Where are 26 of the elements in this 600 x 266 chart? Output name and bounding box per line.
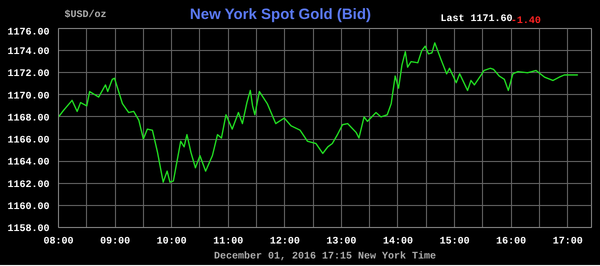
x-tick-label: 14:00 xyxy=(382,236,414,248)
x-tick-label: 17:00 xyxy=(552,236,583,248)
x-tick-label: 16:00 xyxy=(496,236,526,248)
x-tick-label: 13:00 xyxy=(326,236,356,248)
x-tick-label: 15:00 xyxy=(440,236,470,248)
y-axis-title: $USD/oz xyxy=(64,9,106,21)
x-tick-label: 09:00 xyxy=(100,236,130,248)
y-tick-label: 1176.00 xyxy=(7,28,50,38)
y-tick-label: 1174.00 xyxy=(7,47,50,58)
x-axis-title: December 01, 2016 17:15 New York Time xyxy=(214,250,436,262)
text: -1.40 xyxy=(510,16,541,27)
y-tick-label: 1170.00 xyxy=(7,91,50,102)
line-series xyxy=(58,42,579,183)
y-tick-label: 1168.00 xyxy=(7,113,50,124)
y-tick-label: 1166.00 xyxy=(7,136,50,147)
x-tick-label: 12:00 xyxy=(270,236,300,248)
y-tick-label: 1158.00 xyxy=(7,224,50,235)
x-tick-label: 10:00 xyxy=(156,236,187,248)
y-tick-label: 1160.00 xyxy=(7,202,50,213)
y-tick-label: 1164.00 xyxy=(7,158,50,169)
chart-title: New York Spot Gold (Bid) xyxy=(190,6,372,23)
y-tick-label: 1162.00 xyxy=(7,180,50,191)
x-tick-label: 08:00 xyxy=(44,236,74,248)
text: Last 1171.60 xyxy=(440,14,512,25)
y-tick-label: 1172.00 xyxy=(7,69,50,80)
x-tick-label: 11:00 xyxy=(213,236,244,248)
